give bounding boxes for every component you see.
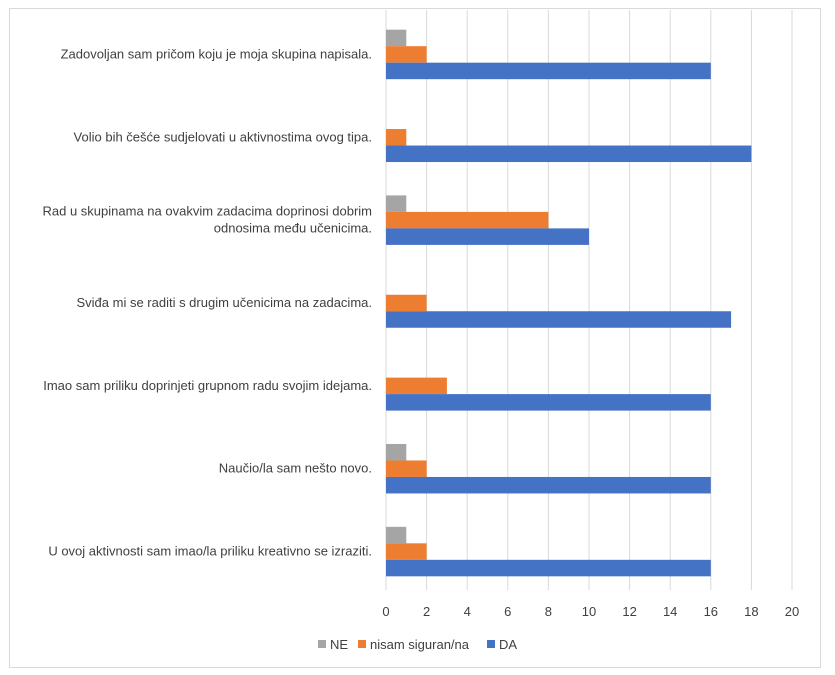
x-tick-label-5: 10 [582,604,596,619]
bar-0-0 [386,29,407,47]
bar-0-5 [386,443,407,461]
legend-label-0: NE [330,637,348,652]
bar-2-0 [386,62,711,80]
x-tick-label-2: 4 [464,604,471,619]
category-label-0: Zadovoljan sam pričom koju je moja skupi… [61,46,372,61]
x-tick-label-6: 12 [622,604,636,619]
x-tick-label-9: 18 [744,604,758,619]
category-label-3: Sviđa mi se raditi s drugim učenicima na… [76,295,372,310]
bar-2-6 [386,559,711,577]
category-label-6: U ovoj aktivnosti sam imao/la priliku kr… [48,544,372,559]
bar-2-3 [386,311,732,328]
x-tick-label-8: 16 [704,604,718,619]
category-label-1: Volio bih češće sudjelovati u aktivnosti… [74,129,372,144]
legend-label-2: DA [499,637,517,652]
legend-swatch-1 [358,640,366,648]
legend-swatch-0 [318,640,326,648]
x-tick-label-1: 2 [423,604,430,619]
bar-1-1 [386,129,407,146]
bar-1-3 [386,294,427,312]
category-label-5: Naučio/la sam nešto novo. [219,461,372,476]
bar-0-2 [386,195,407,212]
x-tick-label-10: 20 [785,604,799,619]
bar-0-6 [386,526,407,544]
bar-2-1 [386,145,752,163]
x-tick-label-4: 8 [545,604,552,619]
bar-1-4 [386,377,447,395]
bar-2-4 [386,394,711,411]
legend-label-1: nisam siguran/na [370,637,470,652]
x-tick-label-3: 6 [504,604,511,619]
bar-1-0 [386,46,427,63]
legend-swatch-2 [487,640,495,648]
category-label-2-line-1: odnosima među učenicima. [214,221,372,236]
category-label-4: Imao sam priliku doprinjeti grupnom radu… [43,378,372,393]
category-label-2-line-0: Rad u skupinama na ovakvim zadacima dopr… [43,204,373,219]
bar-1-5 [386,460,427,477]
bar-1-6 [386,543,427,560]
bar-2-5 [386,476,711,494]
x-tick-label-7: 14 [663,604,677,619]
x-tick-label-0: 0 [382,604,389,619]
bar-1-2 [386,211,549,229]
bar-2-2 [386,228,589,245]
